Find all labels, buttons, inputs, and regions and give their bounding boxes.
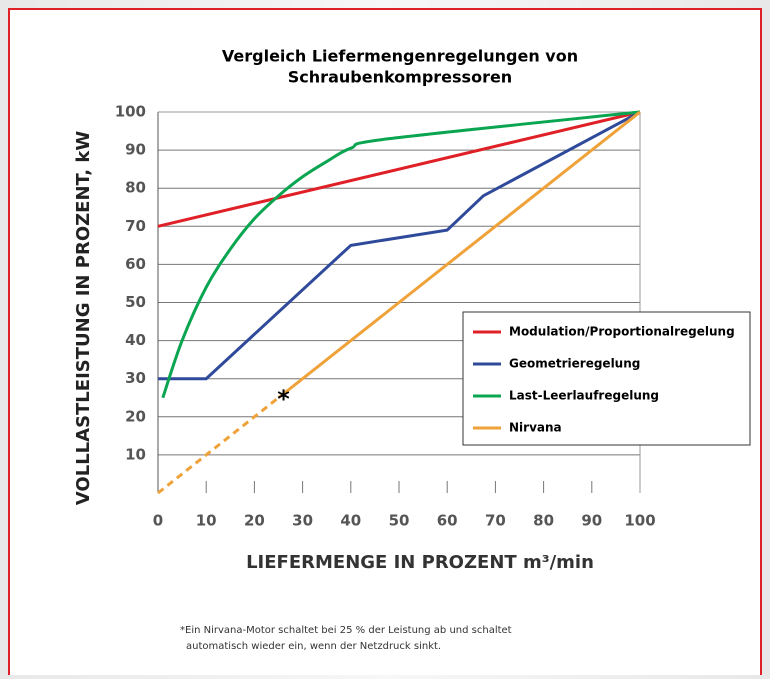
y-tick-label: 70 xyxy=(125,217,146,235)
x-tick-label: 70 xyxy=(485,512,506,530)
legend-label: Modulation/Proportionalregelung xyxy=(509,325,735,339)
line xyxy=(158,110,641,381)
legend-label: Geometrieregelung xyxy=(509,357,640,371)
x-tick-label: 40 xyxy=(340,512,361,530)
y-tick-label: 100 xyxy=(115,103,146,121)
y-tick-label: 20 xyxy=(125,407,146,425)
x-tick-label: 50 xyxy=(389,512,410,530)
annotation: * xyxy=(277,385,290,413)
x-tick-label: 100 xyxy=(624,512,655,530)
y-tick-label: 90 xyxy=(125,141,146,159)
x-tick-label: 20 xyxy=(244,512,265,530)
y-tick-label: 30 xyxy=(125,369,146,387)
chart-title: Schraubenkompressoren xyxy=(288,68,512,87)
legend-label: Last-Leerlaufregelung xyxy=(509,389,659,403)
chart-title: Vergleich Liefermengenregelungen von xyxy=(222,47,578,66)
line-segment xyxy=(277,110,641,399)
legend-box xyxy=(462,311,751,446)
line xyxy=(161,110,641,399)
x-axis-label: LIEFERMENGE IN PROZENT m³/min xyxy=(246,552,594,573)
x-tick-label: 10 xyxy=(196,512,217,530)
x-tick-label: 0 xyxy=(153,512,163,530)
y-tick-label: 80 xyxy=(125,179,146,197)
x-tick-label: 80 xyxy=(533,512,554,530)
footnote: *Ein Nirvana-Motor schaltet bei 25 % der… xyxy=(180,625,512,636)
y-tick-label: 60 xyxy=(125,255,146,273)
y-tick-label: 50 xyxy=(125,293,146,311)
line xyxy=(157,110,641,228)
footnote: automatisch wieder ein, wenn der Netzdru… xyxy=(186,641,441,652)
x-tick-label: 90 xyxy=(581,512,602,530)
y-tick-label: 10 xyxy=(125,445,146,463)
y-axis-label: VOLLLASTLEISTUNG IN PROZENT, kW xyxy=(73,131,94,506)
x-tick-label: 30 xyxy=(292,512,313,530)
y-tick-label: 40 xyxy=(125,331,146,349)
legend-label: Nirvana xyxy=(509,421,562,435)
x-tick-label: 60 xyxy=(437,512,458,530)
line-segment xyxy=(157,396,280,495)
